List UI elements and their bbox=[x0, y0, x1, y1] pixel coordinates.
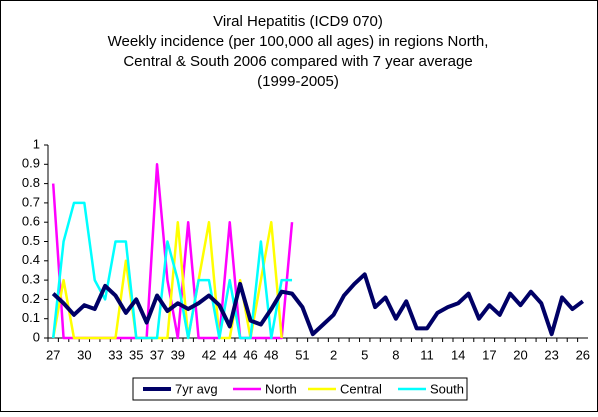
x-tick-label: 46 bbox=[243, 347, 257, 362]
x-tick-label: 5 bbox=[361, 347, 368, 362]
x-tick-label: 14 bbox=[451, 347, 465, 362]
x-tick-label: 51 bbox=[295, 347, 309, 362]
chart-subtitle: Central & South 2006 compared with 7 yea… bbox=[123, 53, 472, 70]
legend-label: Central bbox=[340, 381, 382, 396]
x-tick-label: 20 bbox=[513, 347, 527, 362]
y-tick-label: 0.6 bbox=[22, 214, 40, 229]
x-tick-label: 35 bbox=[129, 347, 143, 362]
y-tick-label: 1 bbox=[33, 136, 40, 151]
x-tick-label: 23 bbox=[544, 347, 558, 362]
legend-label: North bbox=[265, 381, 297, 396]
chart-subtitle: Weekly incidence (per 100,000 all ages) … bbox=[108, 33, 489, 50]
x-tick-label: 8 bbox=[392, 347, 399, 362]
y-tick-label: 0 bbox=[33, 329, 40, 344]
x-tick-label: 33 bbox=[108, 347, 122, 362]
x-tick-label: 44 bbox=[222, 347, 236, 362]
x-tick-label: 30 bbox=[77, 347, 91, 362]
y-tick-label: 0.2 bbox=[22, 291, 40, 306]
x-tick-label: 48 bbox=[264, 347, 278, 362]
x-tick-label: 39 bbox=[171, 347, 185, 362]
legend-label: South bbox=[430, 381, 464, 396]
series-line bbox=[51, 272, 585, 337]
y-tick-label: 0.9 bbox=[22, 156, 40, 171]
y-tick-label: 0.8 bbox=[22, 175, 40, 190]
x-tick-label: 37 bbox=[150, 347, 164, 362]
y-tick-label: 0.3 bbox=[22, 272, 40, 287]
x-tick-label: 11 bbox=[420, 347, 434, 362]
chart-subtitle: (1999-2005) bbox=[257, 73, 339, 90]
legend-label: 7yr avg bbox=[175, 381, 218, 396]
x-tick-label: 26 bbox=[576, 347, 590, 362]
x-tick-label: 2 bbox=[330, 347, 337, 362]
y-tick-label: 0.7 bbox=[22, 194, 40, 209]
chart-title: Viral Hepatitis (ICD9 070) bbox=[213, 13, 383, 30]
y-tick-label: 0.5 bbox=[22, 233, 40, 248]
x-tick-label: 42 bbox=[202, 347, 216, 362]
x-tick-label: 27 bbox=[46, 347, 60, 362]
x-tick-label: 17 bbox=[482, 347, 496, 362]
y-tick-label: 0.1 bbox=[22, 310, 40, 325]
y-tick-label: 0.4 bbox=[22, 252, 40, 267]
legend-box bbox=[132, 377, 468, 401]
